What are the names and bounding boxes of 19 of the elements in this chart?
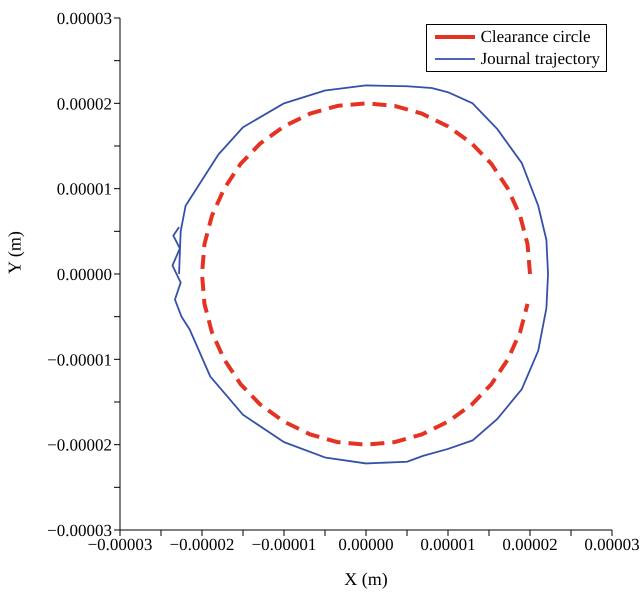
- y-axis-title: Y (m): [4, 231, 24, 274]
- x-tick-label: 0.00001: [420, 535, 476, 554]
- x-axis-title: X (m): [344, 569, 388, 589]
- y-tick-label: 0.00003: [56, 9, 112, 28]
- legend-label: Journal trajectory: [480, 48, 600, 70]
- legend-label: Clearance circle: [480, 26, 591, 48]
- line-series: [172, 84, 549, 464]
- y-tick-label: 0.00001: [56, 180, 112, 199]
- x-tick-label: 0.00002: [502, 535, 558, 554]
- x-tick-label: −0.00002: [170, 535, 234, 554]
- y-tick-label: 0.00000: [56, 265, 112, 284]
- y-tick-label: −0.00001: [47, 350, 112, 370]
- x-tick-label: −0.00003: [88, 535, 152, 554]
- x-tick-label: 0.00000: [338, 535, 394, 554]
- line-series: [200, 101, 532, 447]
- x-tick-label: −0.00001: [252, 535, 316, 554]
- x-tick-label: 0.00003: [584, 535, 640, 554]
- y-tick-label: 0.00002: [56, 94, 112, 114]
- y-tick-label: −0.00002: [47, 436, 112, 455]
